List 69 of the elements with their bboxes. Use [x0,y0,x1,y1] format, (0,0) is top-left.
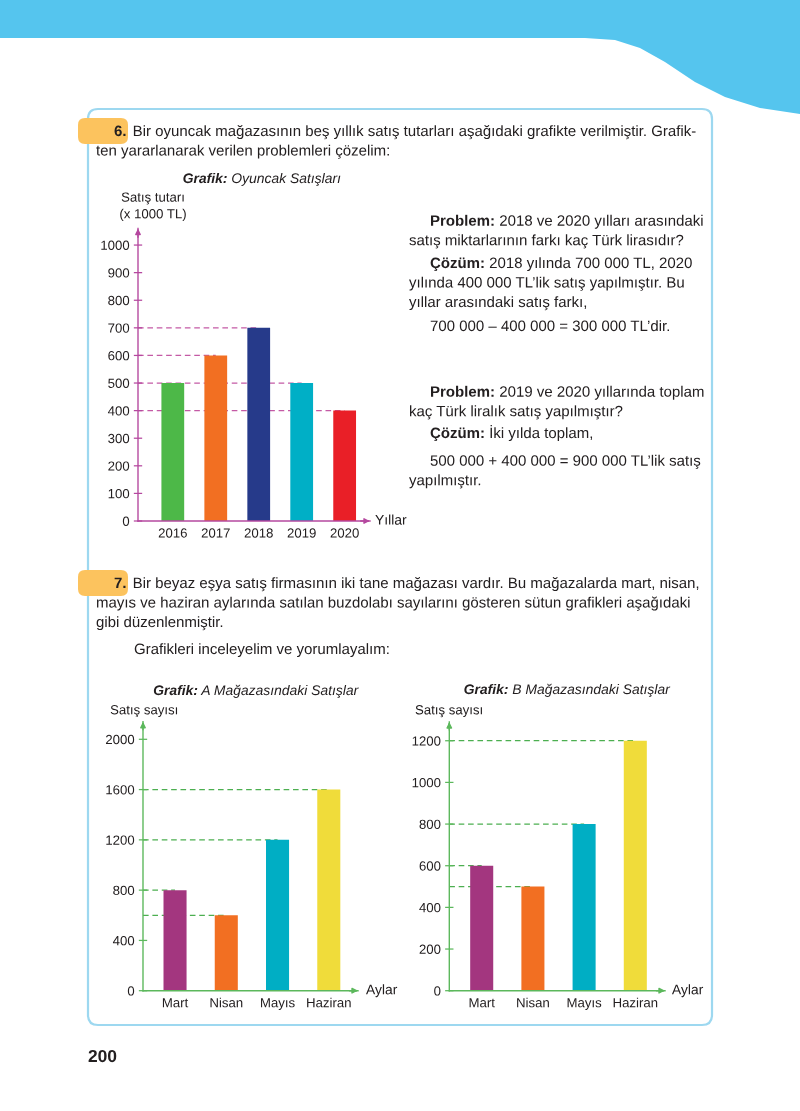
x-tick-label: 2017 [201,528,230,538]
x-axis-title: Yıllar [375,514,407,525]
y-tick-label: 600 [108,351,130,361]
y-tick-label: 200 [419,944,441,954]
y-tick-label: 700 [108,323,130,333]
y-tick-label: 100 [108,488,130,499]
text: Problem: 2018 ve 2020 yılları arasındaki satış miktarlarının farkı kaç Türk lirasıdır? [409,214,703,249]
y-tick-label: 800 [113,885,135,896]
x-axis-title: Aylar [671,984,704,998]
text: 6. Bir oyuncak mağazasının beş yıllık satış tutarları aşağıdaki grafikte verilmiştir. Grafik- ten yararlanarak verilen problemleri çözelim: [96,124,696,159]
x-tick-label: Haziran [307,997,351,1008]
y-tick-label: 600 [419,861,441,871]
bar [266,839,290,991]
bar [333,410,357,521]
y-tick-label: 1600 [106,785,135,795]
y-tick-label: 400 [419,902,441,913]
x-tick-label: Nisan [210,997,243,1008]
bar [290,383,314,521]
x-tick-label: Mayıs [567,998,602,1010]
y-tick-label: 0 [434,986,441,996]
text: Problem: 2019 ve 2020 yıllarında toplam kaç Türk liralık satış yapılmıştır? [410,385,704,420]
bar [204,355,228,521]
x-tick-label: Mart [162,998,189,1008]
bar [163,890,187,991]
y-tick-label: 500 [108,378,130,388]
x-tick-label: Mart [469,998,495,1008]
text: Grafikleri inceleyelim ve yorumlayalım: [134,643,389,658]
y-tick-label: 0 [127,986,135,996]
y-tick-label: 300 [108,433,130,444]
x-tick-label: Haziran [613,997,658,1008]
chart-title: Grafik: B Mağazasındaki Satışlar [464,683,671,697]
x-tick-label: Mayıs [261,998,295,1010]
x-axis-title: Aylar [365,984,398,998]
text: Çözüm: İki yılda toplam, [430,425,593,442]
y-tick-label: 800 [419,819,441,829]
y-tick-label: 400 [112,935,135,946]
y-tick-label: 0 [122,516,130,526]
chart-title: Grafik: Oyuncak Satışları [183,172,341,186]
y-axis-title: Satış tutarı (x 1000 TL) [120,192,186,222]
y-tick-label: 1200 [106,835,135,845]
text: Çözüm: 2018 yılında 700 000 TL, 2020 yılında 400 000 TL’lik satış yapılmıştır. Bu yıllar arasındaki satış farkı, [409,257,692,311]
bar [214,915,238,991]
bar [247,327,271,521]
x-tick-label: 2019 [287,528,316,538]
y-axis-title: Satış sayısı [110,705,178,718]
bar [521,886,545,991]
y-tick-label: 900 [108,268,130,278]
bar [470,865,494,991]
text: 500 000 + 400 000 = 900 000 TL’lik satış yapılmıştır. [409,454,701,489]
bar [161,383,185,521]
bar [317,789,341,991]
y-tick-label: 200 [108,461,130,471]
y-tick-label: 1000 [412,777,441,788]
chart-title: Grafik: A Mağazasındaki Satışlar [153,684,359,698]
bar [623,740,647,991]
x-tick-label: Nisan [517,997,549,1008]
y-tick-label: 400 [107,406,130,416]
y-tick-label: 1000 [101,240,130,250]
text: 7. Bir beyaz eşya satış firmasının iki tane mağazası vardır. Bu mağazalarda mart, nisan, mayıs ve haziran aylarında satılan buzdolabı sayılarını gösteren sütun grafikleri aşağıdaki gibi düzenlenmiştir. [96,576,699,631]
text: 200 [88,1049,117,1063]
x-tick-label: 2018 [244,528,273,538]
bar [572,824,596,991]
x-tick-label: 2020 [330,528,359,538]
y-tick-label: 1200 [412,736,441,746]
y-tick-label: 2000 [105,734,135,745]
y-axis-title: Satış sayısı [415,705,482,718]
x-tick-label: 2016 [158,528,187,538]
text: 700 000 – 400 000 = 300 000 TL’dir. [430,320,669,332]
y-tick-label: 800 [108,295,130,306]
